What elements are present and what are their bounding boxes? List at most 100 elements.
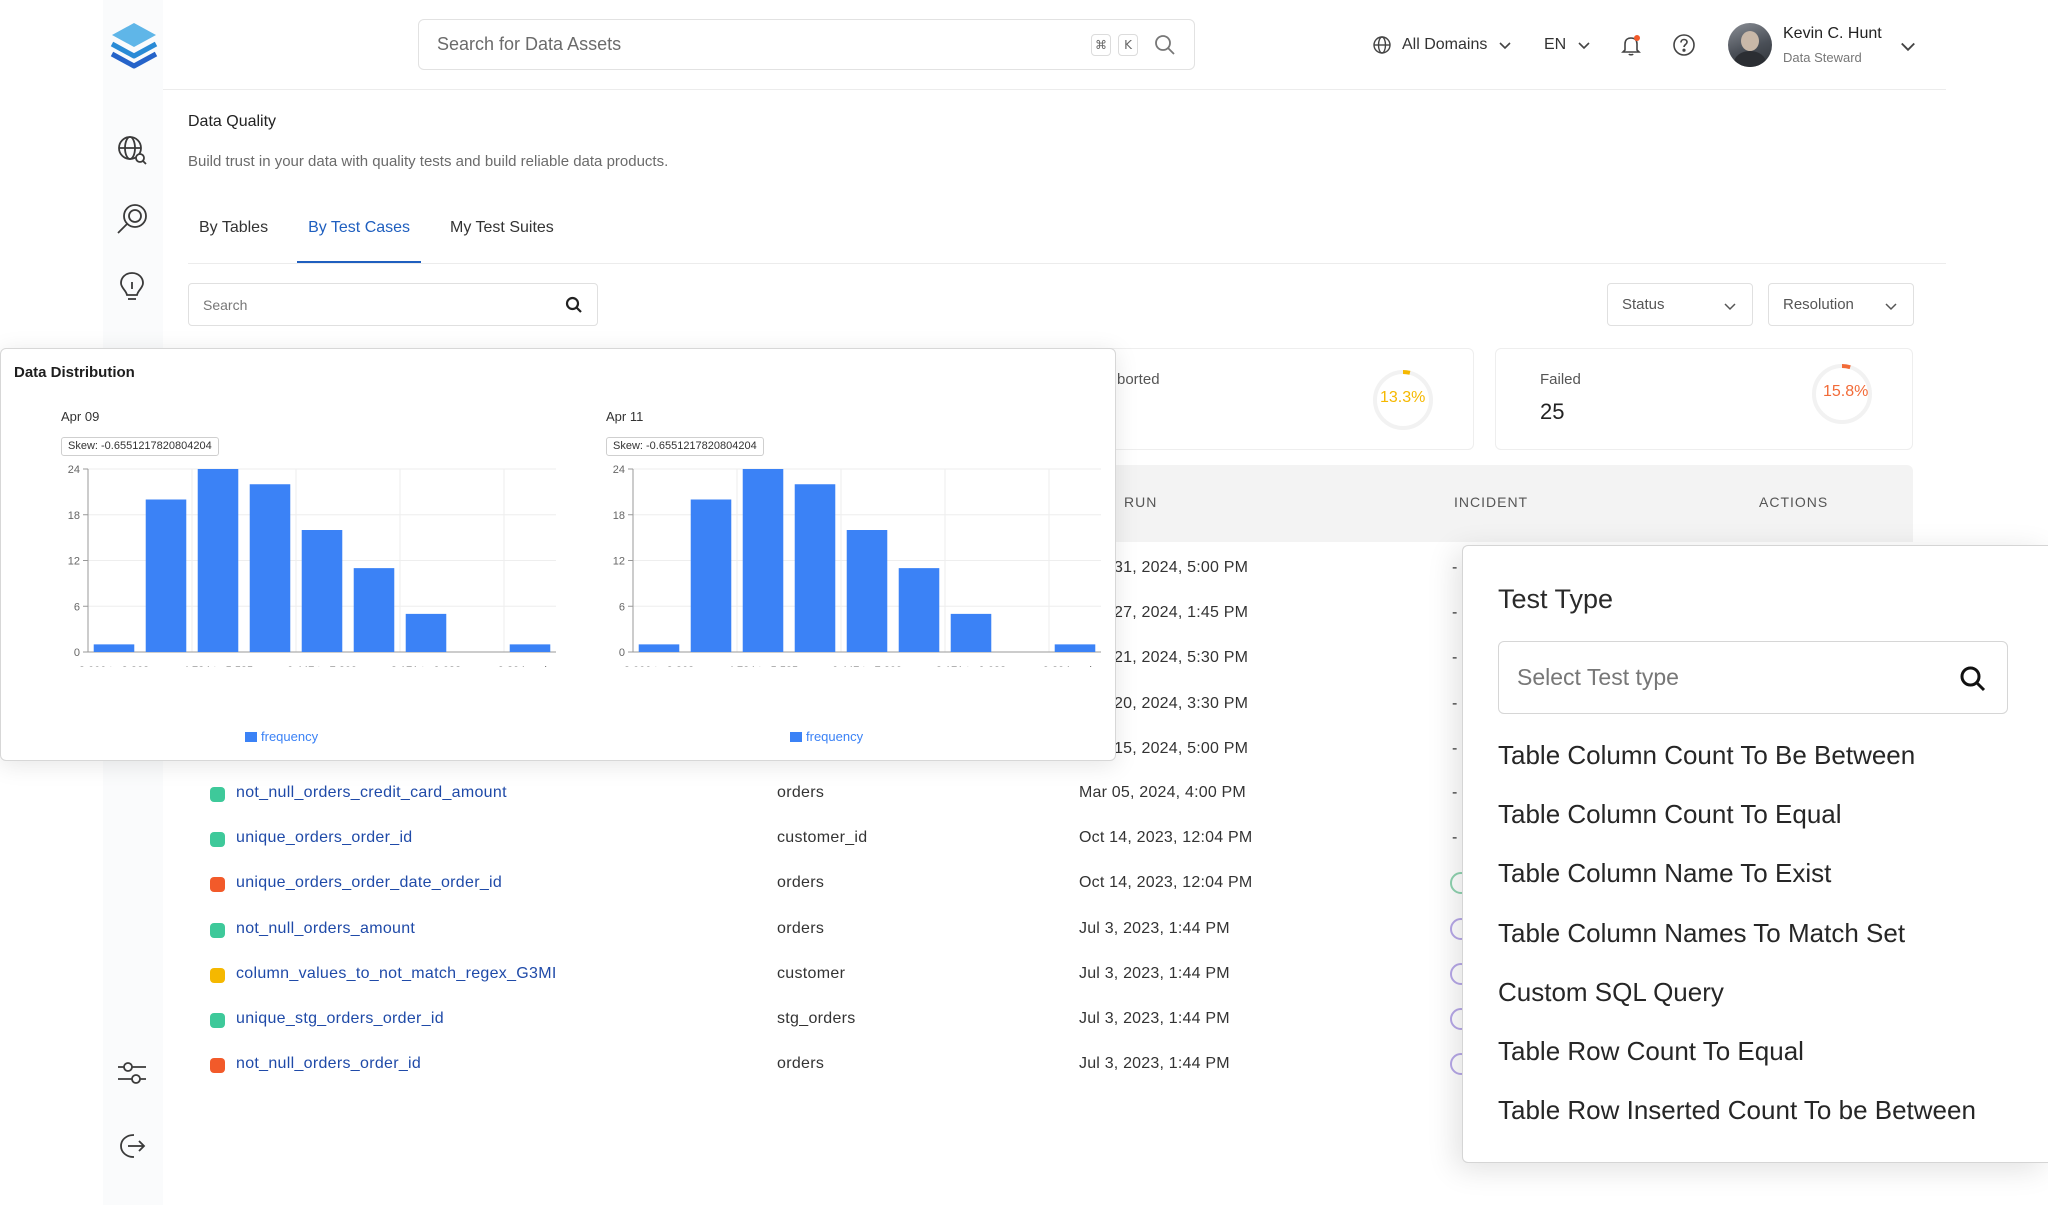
user-name: Kevin C. Hunt xyxy=(1783,25,1882,42)
histogram-bar[interactable] xyxy=(93,644,135,652)
incident-empty: - xyxy=(1452,739,1458,757)
test-type-input[interactable] xyxy=(1517,664,1937,691)
run-timestamp: 21, 2024, 5:30 PM xyxy=(1114,649,1249,667)
histogram-bar[interactable] xyxy=(742,469,784,652)
help-button[interactable] xyxy=(1672,0,1696,90)
incident-empty: - xyxy=(1452,694,1458,712)
chevron-down-icon[interactable] xyxy=(1898,36,1918,56)
app-logo-icon[interactable] xyxy=(108,18,160,76)
test-type-option[interactable]: Table Row Count To Equal xyxy=(1498,1036,1804,1066)
histogram-bar[interactable] xyxy=(509,644,551,652)
globe-icon xyxy=(1373,36,1391,54)
test-case-link[interactable]: not_null_orders_amount xyxy=(236,919,416,937)
language-label: EN xyxy=(1544,36,1567,53)
test-type-option[interactable]: Table Column Count To Equal xyxy=(1498,799,1842,830)
insights-icon[interactable] xyxy=(113,268,151,306)
histogram-bar[interactable] xyxy=(950,613,992,652)
settings-icon[interactable] xyxy=(113,1054,151,1092)
y-tick-label: 12 xyxy=(68,556,80,568)
test-type-search[interactable] xyxy=(1498,641,2008,714)
observability-icon[interactable] xyxy=(113,200,151,238)
chart-legend[interactable]: frequency xyxy=(790,729,863,744)
test-case-link[interactable]: not_null_orders_credit_card_amount xyxy=(236,784,507,801)
page-subtitle: Build trust in your data with quality te… xyxy=(188,153,669,170)
status-indicator xyxy=(210,877,225,893)
skew-badge: Skew: -0.6551217820804204 xyxy=(606,437,764,456)
column-header-actions: ACTIONS xyxy=(1759,494,1829,510)
test-type-option[interactable]: Custom SQL Query xyxy=(1498,976,1724,1007)
global-search-bar[interactable]: ⌘ K xyxy=(418,19,1195,70)
test-case-link[interactable]: unique_orders_order_date_order_id xyxy=(236,874,503,892)
test-case-link[interactable]: not_null_orders_order_id xyxy=(236,1055,422,1073)
test-case-link[interactable]: unique_stg_orders_order_id xyxy=(236,1010,444,1027)
test-case-link[interactable]: unique_orders_order_id xyxy=(236,829,413,847)
chevron-down-icon xyxy=(1885,303,1897,311)
resolution-filter[interactable]: Resolution xyxy=(1768,283,1914,326)
histogram-bar[interactable] xyxy=(638,644,680,652)
tabs-divider xyxy=(188,263,1946,264)
histogram-bar[interactable] xyxy=(794,484,836,652)
test-type-dropdown: Test Type Table Column Count To Be Betwe… xyxy=(1462,545,2048,1163)
notifications-button[interactable] xyxy=(1619,0,1643,90)
status-indicator xyxy=(210,922,225,938)
test-case-search-input[interactable] xyxy=(203,296,543,313)
y-tick-label: 24 xyxy=(68,464,80,476)
distribution-chart-apr-09: 0 6 12 18 24 3.000 to 3.862 4.724 to 5.585 6.44… xyxy=(68,464,562,667)
test-case-table-name: orders xyxy=(777,784,825,801)
histogram-bar[interactable] xyxy=(249,484,291,652)
domain-selector[interactable]: All Domains xyxy=(1372,0,1513,90)
status-indicator xyxy=(210,1013,225,1028)
explore-icon[interactable] xyxy=(113,131,151,169)
histogram-bar[interactable] xyxy=(898,568,940,652)
histogram-bar[interactable] xyxy=(405,613,447,652)
test-case-link[interactable]: column_values_to_not_match_regex_G3MI xyxy=(236,964,557,982)
run-timestamp: Jul 3, 2023, 1:44 PM xyxy=(1079,1010,1230,1027)
y-tick-label: 0 xyxy=(619,647,625,659)
language-selector[interactable]: EN xyxy=(1544,0,1592,90)
resolution-filter-label: Resolution xyxy=(1783,296,1854,313)
search-icon[interactable] xyxy=(1153,33,1177,57)
page-title: Data Quality xyxy=(188,113,277,130)
user-role: Data Steward xyxy=(1783,50,1862,65)
y-tick-label: 6 xyxy=(74,601,80,613)
histogram-bar[interactable] xyxy=(690,499,732,653)
chart-date-label: Apr 09 xyxy=(61,409,100,424)
tab-by-tables[interactable]: By Tables xyxy=(199,219,269,236)
status-filter[interactable]: Status xyxy=(1607,283,1753,326)
chevron-down-icon xyxy=(1578,42,1590,50)
avatar[interactable] xyxy=(1728,23,1772,67)
test-type-option[interactable]: Table Row Inserted Count To be Between xyxy=(1498,1095,1976,1126)
test-type-option[interactable]: Table Column Names To Match Set xyxy=(1498,917,1906,948)
y-tick-label: 6 xyxy=(619,601,625,613)
global-search-input[interactable] xyxy=(437,34,1037,55)
search-icon[interactable] xyxy=(1959,665,1987,693)
domain-label: All Domains xyxy=(1402,36,1488,53)
test-case-search[interactable] xyxy=(188,283,598,326)
run-timestamp: 31, 2024, 5:00 PM xyxy=(1114,559,1249,576)
incident-empty: - xyxy=(1452,604,1458,622)
test-type-title: Test Type xyxy=(1498,584,1614,614)
x-tick-label: 6.447 to 7.309 xyxy=(287,665,357,667)
y-tick-label: 0 xyxy=(74,647,80,659)
y-tick-label: 18 xyxy=(613,510,625,522)
test-case-table-name: customer xyxy=(777,964,846,982)
search-icon[interactable] xyxy=(565,296,583,314)
skew-badge: Skew: -0.6551217820804204 xyxy=(61,437,219,456)
run-timestamp: 27, 2024, 1:45 PM xyxy=(1114,604,1249,622)
histogram-bar[interactable] xyxy=(145,499,187,653)
logout-icon[interactable] xyxy=(113,1127,151,1165)
histogram-bar[interactable] xyxy=(846,530,888,652)
histogram-bar[interactable] xyxy=(301,530,343,652)
run-timestamp: Mar 05, 2024, 4:00 PM xyxy=(1079,784,1246,801)
tab-my-test-suites[interactable]: My Test Suites xyxy=(450,219,554,236)
chart-legend[interactable]: frequency xyxy=(245,729,318,744)
table-header xyxy=(1100,465,1913,542)
histogram-bar[interactable] xyxy=(353,568,395,652)
tab-by-test-cases[interactable]: By Test Cases xyxy=(297,212,422,264)
incident-empty: - xyxy=(1452,559,1458,576)
test-type-option[interactable]: Table Column Count To Be Between xyxy=(1498,740,1916,770)
test-type-option[interactable]: Table Column Name To Exist xyxy=(1498,858,1832,889)
histogram-bar[interactable] xyxy=(1054,644,1096,652)
run-timestamp: Jul 3, 2023, 1:44 PM xyxy=(1079,1055,1230,1073)
histogram-bar[interactable] xyxy=(197,469,239,652)
